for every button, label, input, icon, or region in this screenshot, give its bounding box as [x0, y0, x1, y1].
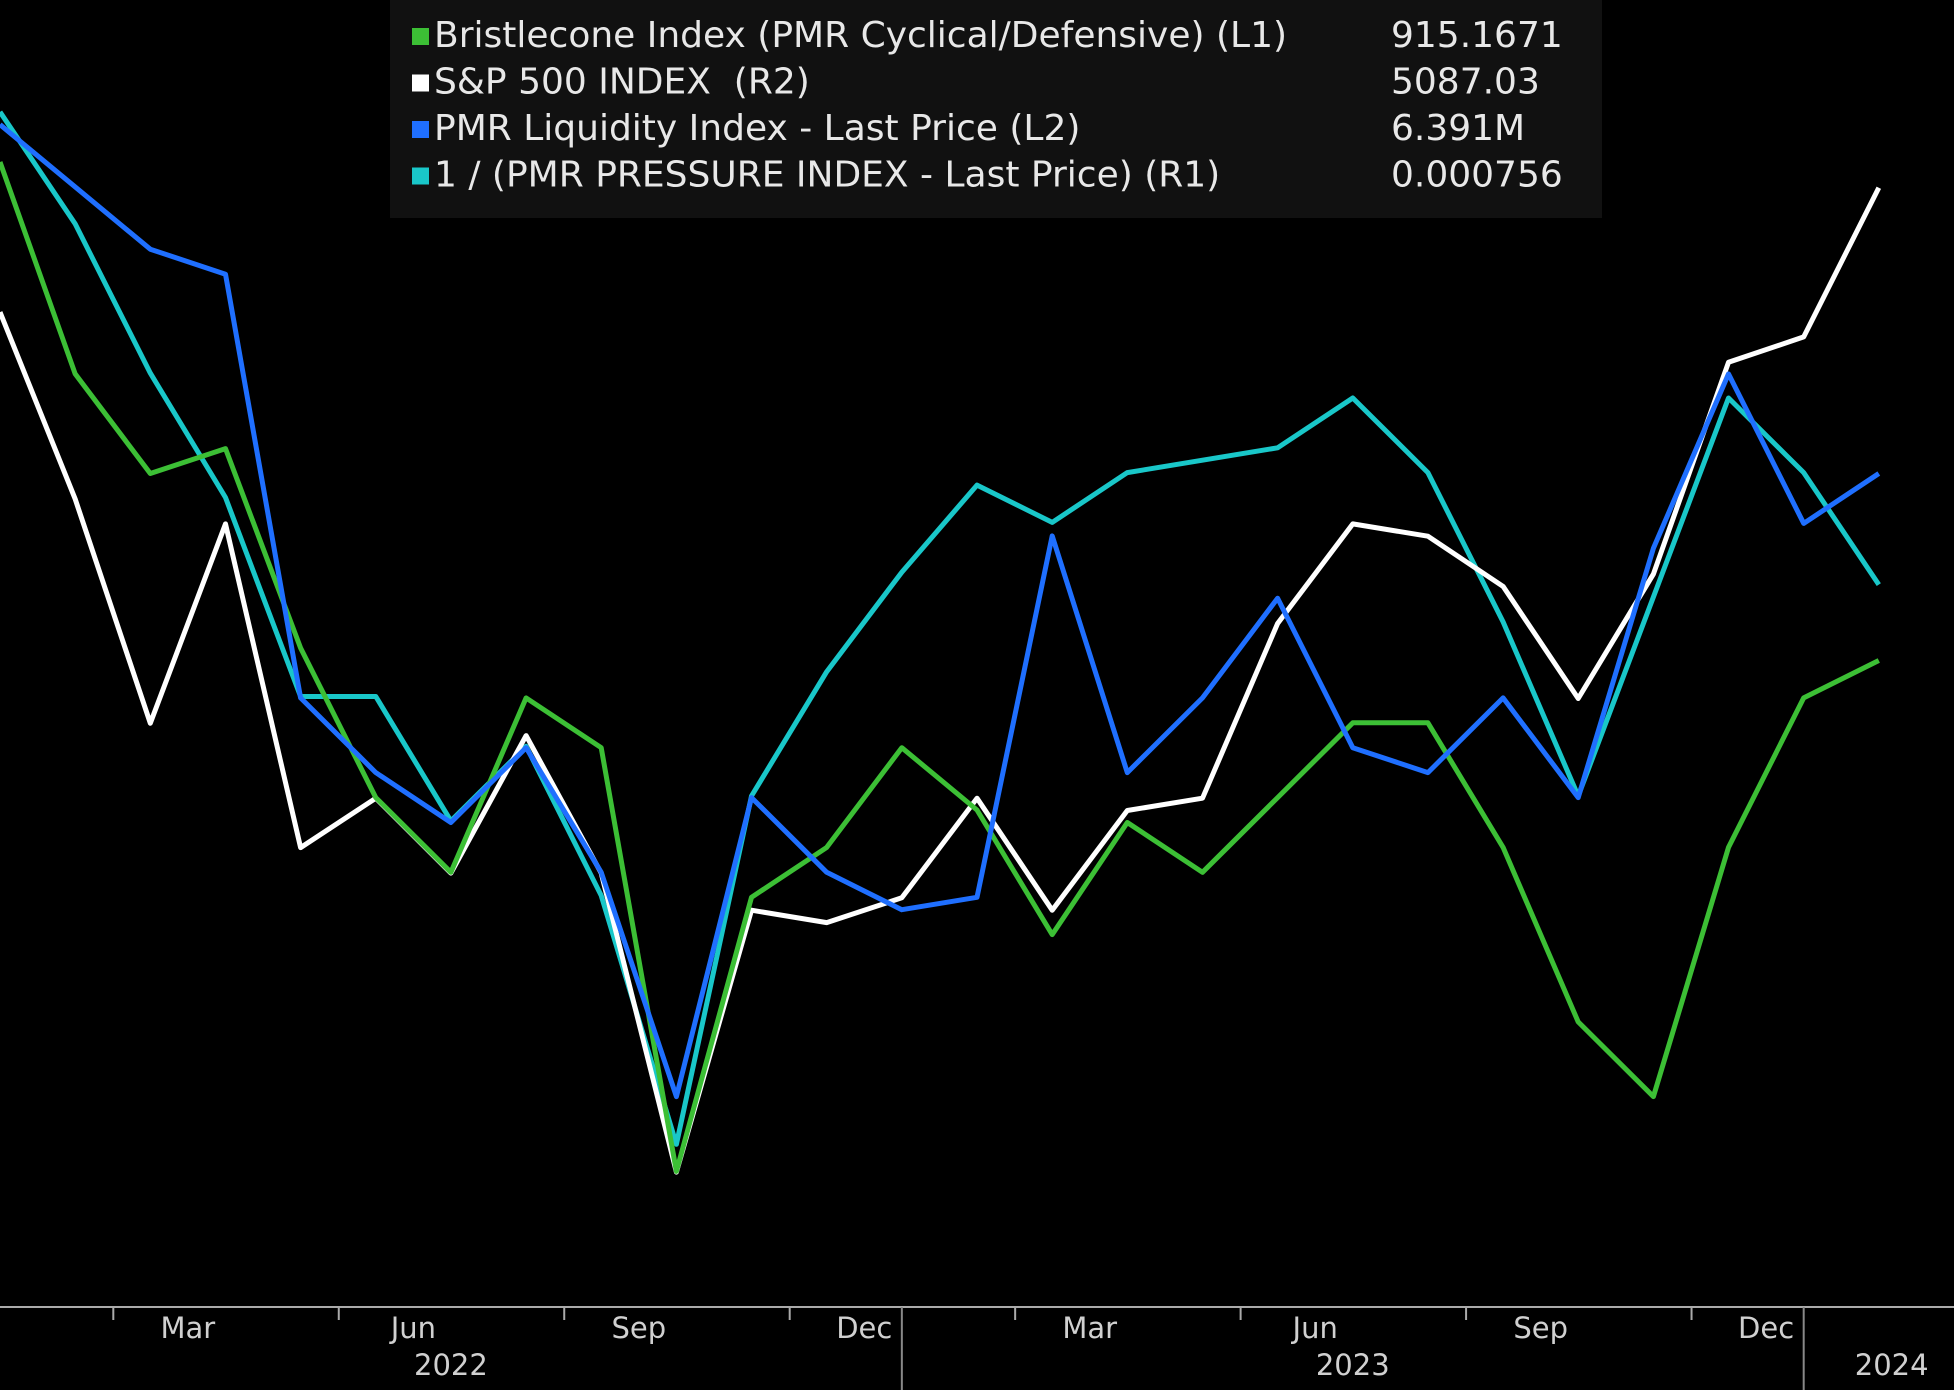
- legend-label: 1 / (PMR PRESSURE INDEX - Last Price) (R…: [434, 155, 1220, 196]
- series-line: [0, 122, 1881, 1100]
- x-tick-label: Sep: [1513, 1311, 1568, 1345]
- x-tick-label: Mar: [161, 1311, 216, 1345]
- legend-value: 5087.03: [1391, 62, 1540, 103]
- legend-box: [390, 0, 1602, 218]
- series-line: [0, 110, 1881, 1147]
- legend-swatch: [412, 28, 429, 45]
- x-tick-label: Dec: [836, 1311, 892, 1345]
- x-tick-label: Dec: [1738, 1311, 1794, 1345]
- year-label: 2024: [1855, 1348, 1929, 1382]
- series-line: [0, 186, 1882, 1175]
- x-axis-labels: Mar Jun Sep Dec Mar Jun Sep Dec 2022 2023 2024: [112, 1307, 1929, 1390]
- x-tick-label: Jun: [1291, 1311, 1338, 1345]
- x-tick-label: Sep: [611, 1311, 666, 1345]
- series-line: [0, 161, 1880, 1174]
- legend-value: 915.1671: [1391, 15, 1563, 56]
- legend: Bristlecone Index (PMR Cyclical/Defensiv…: [412, 15, 1563, 196]
- year-label: 2022: [414, 1348, 488, 1382]
- legend-label: PMR Liquidity Index - Last Price (L2): [434, 108, 1080, 149]
- x-tick-label: Mar: [1062, 1311, 1117, 1345]
- legend-swatch: [412, 74, 429, 92]
- legend-swatch: [412, 167, 429, 185]
- legend-swatch: [412, 121, 429, 138]
- legend-label: Bristlecone Index (PMR Cyclical/Defensiv…: [434, 15, 1287, 56]
- legend-label: S&P 500 INDEX (R2): [434, 62, 810, 103]
- x-tick-label: Jun: [389, 1311, 436, 1345]
- year-label: 2023: [1316, 1348, 1390, 1382]
- plot-area: [0, 110, 1882, 1175]
- legend-value: 6.391M: [1391, 108, 1525, 149]
- legend-value: 0.000756: [1391, 155, 1563, 196]
